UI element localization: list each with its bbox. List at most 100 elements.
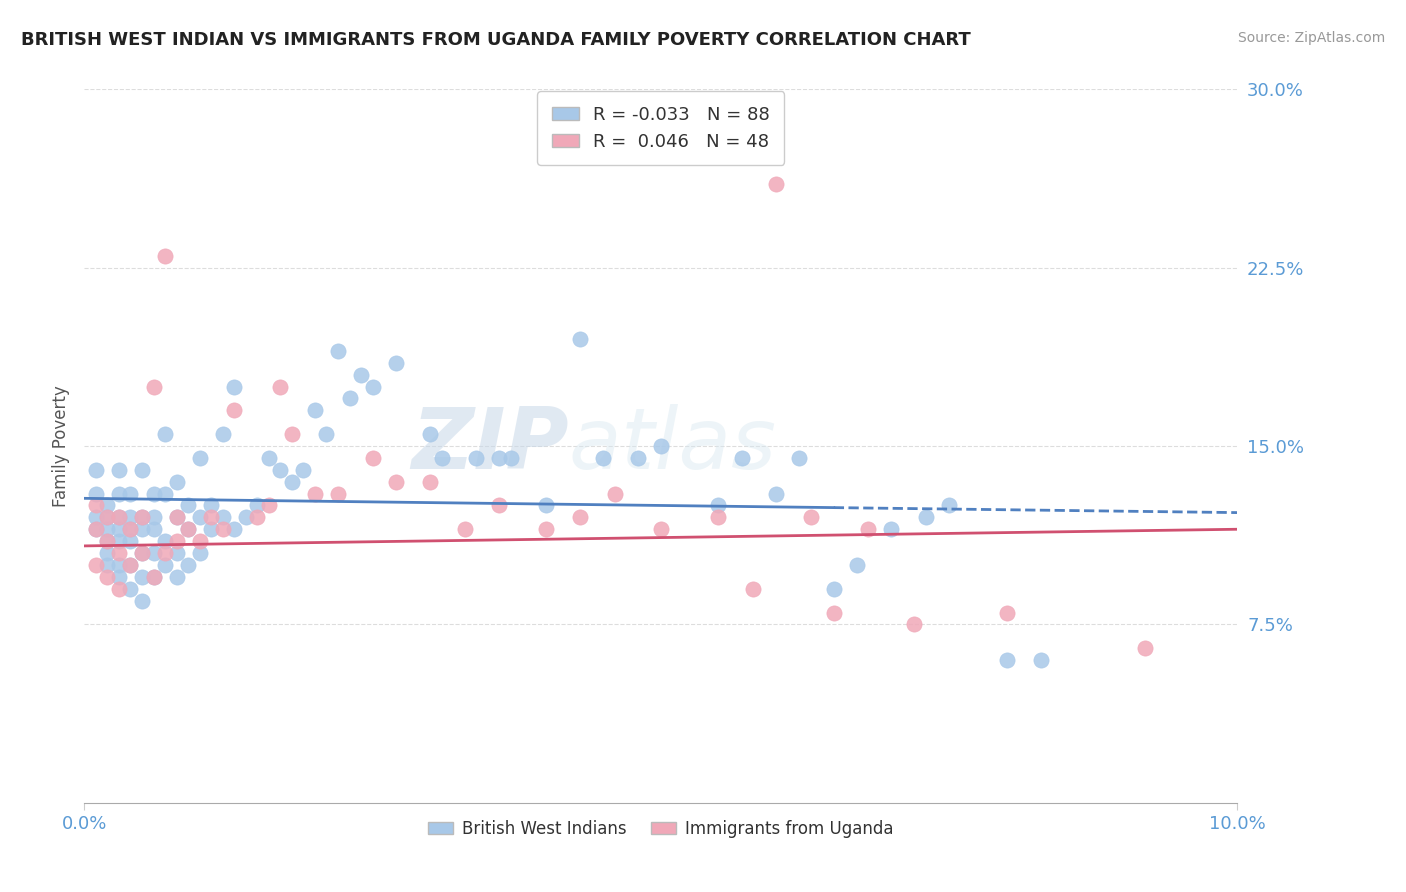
Point (120, 558, 142, 572)
Point (108, 534, 131, 549)
Point (707, 499, 730, 513)
Point (765, 178, 787, 192)
Point (339, 392, 361, 406)
Point (188, 534, 211, 549)
Point (153, 558, 176, 572)
Point (257, 450, 280, 465)
Text: BRITISH WEST INDIAN VS IMMIGRANTS FROM UGANDA FAMILY POVERTY CORRELATION CHART: BRITISH WEST INDIAN VS IMMIGRANTS FROM U… (21, 31, 970, 49)
Point (108, 510, 131, 524)
Point (200, 499, 222, 513)
Point (166, 546, 188, 560)
Point (120, 534, 142, 549)
Point (177, 522, 200, 536)
Point (569, 510, 592, 524)
Point (84, 522, 107, 536)
Point (224, 522, 246, 536)
Point (742, 582, 765, 596)
Point (350, 368, 373, 382)
Legend: British West Indians, Immigrants from Uganda: British West Indians, Immigrants from Ug… (422, 814, 900, 845)
Point (603, 486, 626, 500)
Point (96, 499, 118, 513)
Point (224, 379, 246, 393)
Point (995, 606, 1018, 620)
Point (454, 522, 477, 536)
Point (823, 582, 845, 596)
Point (131, 570, 153, 584)
Point (120, 486, 142, 500)
Point (84, 499, 107, 513)
Point (120, 522, 142, 536)
Text: atlas: atlas (568, 404, 776, 488)
Point (131, 546, 153, 560)
Point (131, 593, 153, 607)
Point (131, 463, 153, 477)
Point (108, 510, 131, 524)
Point (120, 582, 142, 596)
Point (166, 570, 188, 584)
Point (120, 558, 142, 572)
Point (384, 475, 406, 489)
Point (131, 546, 153, 560)
Point (246, 499, 269, 513)
Point (569, 332, 592, 346)
Point (120, 522, 142, 536)
Point (627, 450, 650, 465)
Point (108, 486, 131, 500)
Point (384, 356, 406, 370)
Point (166, 475, 188, 489)
Point (142, 486, 165, 500)
Point (120, 510, 142, 524)
Point (1133, 641, 1156, 656)
Point (592, 450, 614, 465)
Point (188, 450, 211, 465)
Point (304, 486, 326, 500)
Point (153, 486, 176, 500)
Point (153, 546, 176, 560)
Point (96, 558, 118, 572)
Point (84, 510, 107, 524)
Point (361, 450, 384, 465)
Point (281, 475, 304, 489)
Point (903, 617, 925, 632)
Point (84, 522, 107, 536)
Point (108, 570, 131, 584)
Point (995, 653, 1018, 667)
Point (177, 522, 200, 536)
Point (188, 546, 211, 560)
Point (188, 510, 211, 524)
Point (534, 522, 557, 536)
Point (1031, 653, 1053, 667)
Point (177, 499, 200, 513)
Point (96, 510, 118, 524)
Point (166, 510, 188, 524)
Point (108, 546, 131, 560)
Point (419, 427, 441, 442)
Point (84, 558, 107, 572)
Point (730, 450, 752, 465)
Point (465, 450, 488, 465)
Point (315, 427, 337, 442)
Text: Source: ZipAtlas.com: Source: ZipAtlas.com (1237, 31, 1385, 45)
Point (153, 534, 176, 549)
Point (142, 570, 165, 584)
Point (153, 249, 176, 263)
Point (96, 534, 118, 549)
Point (108, 522, 131, 536)
Point (269, 379, 291, 393)
Point (304, 403, 326, 417)
Point (224, 403, 246, 417)
Point (800, 510, 823, 524)
Point (499, 450, 522, 465)
Point (488, 499, 510, 513)
Point (823, 606, 845, 620)
Point (211, 510, 233, 524)
Point (915, 510, 938, 524)
Point (84, 486, 107, 500)
Point (292, 463, 315, 477)
Point (166, 534, 188, 549)
Point (765, 486, 787, 500)
Text: ZIP: ZIP (411, 404, 568, 488)
Point (153, 427, 176, 442)
Point (142, 546, 165, 560)
Point (650, 439, 672, 453)
